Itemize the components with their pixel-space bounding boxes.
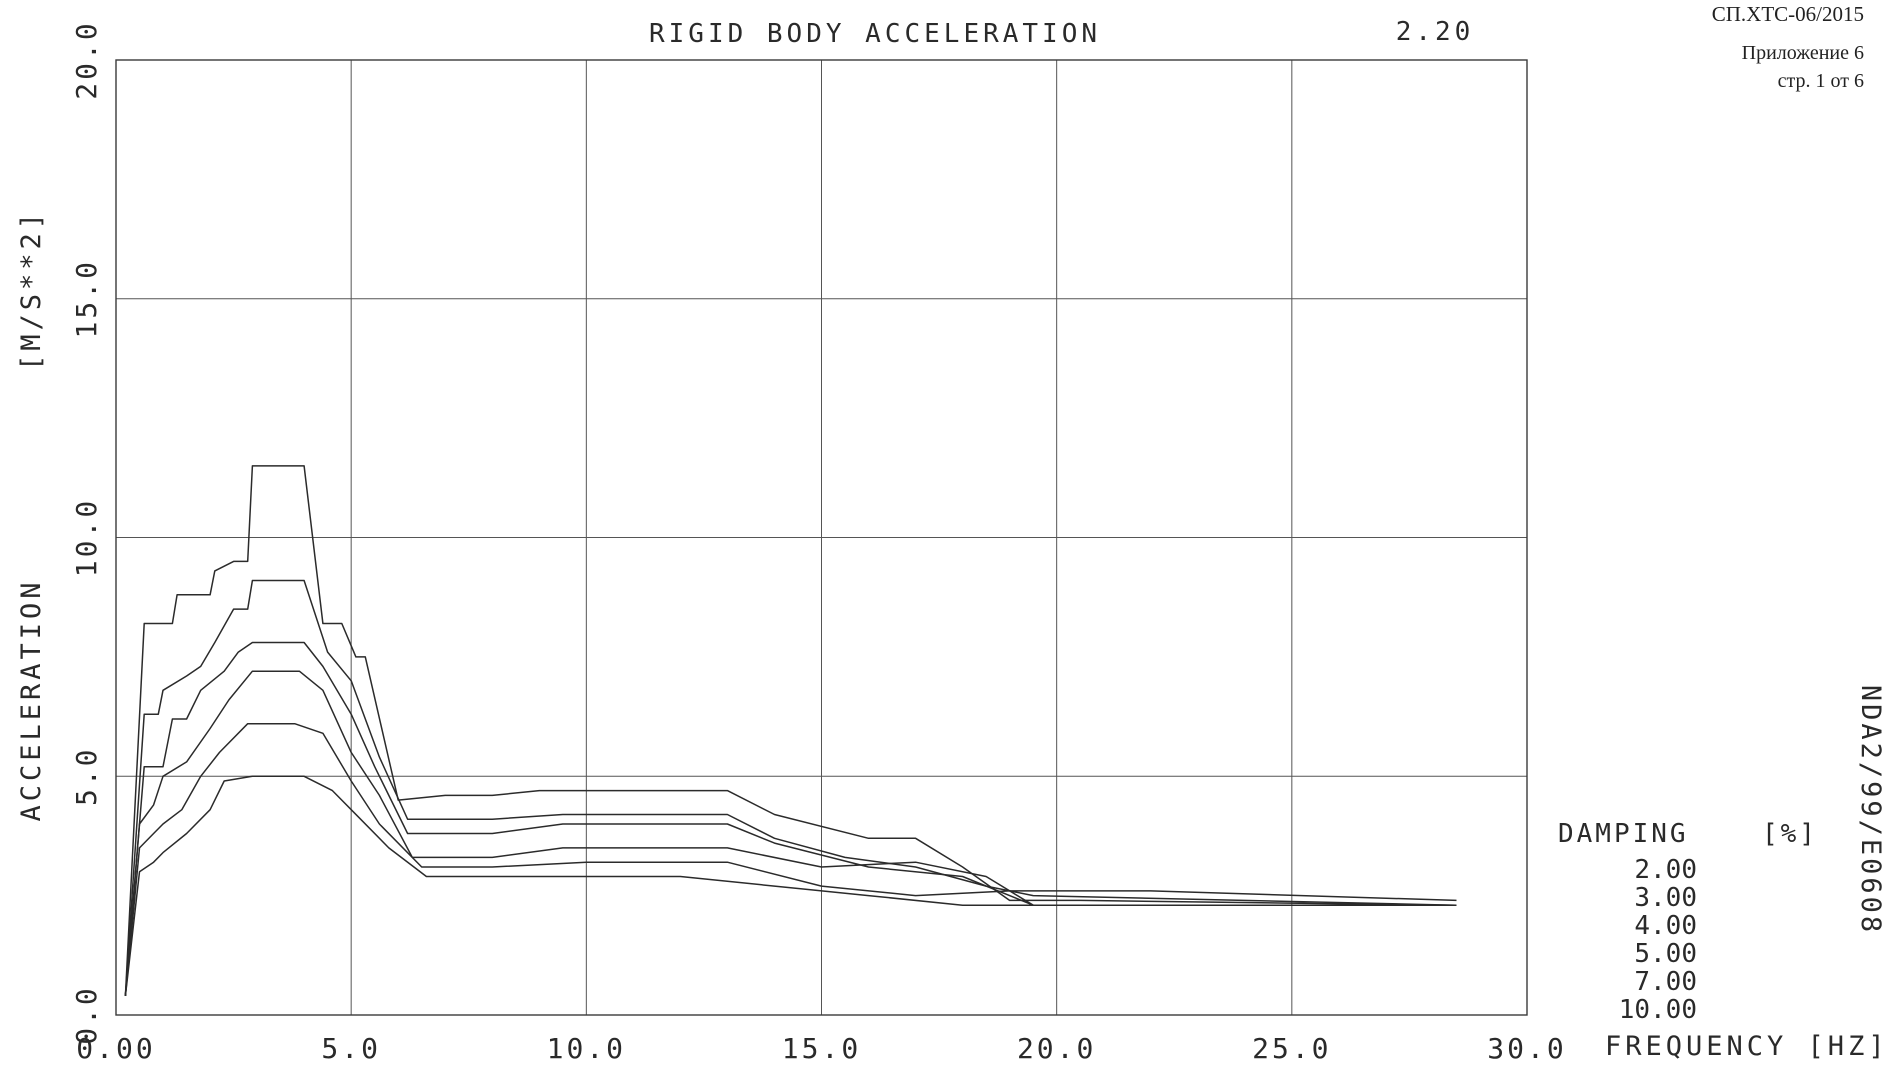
chart-title-value: 2.20 <box>1396 17 1475 47</box>
x-tick-label: 0.00 <box>76 1032 155 1065</box>
legend-entry: 5.00 <box>1634 939 1697 969</box>
y-tick-label: 20.0 <box>70 20 103 99</box>
grid <box>116 60 1527 1015</box>
x-tick-label: 25.0 <box>1252 1032 1331 1065</box>
series-line <box>124 465 1457 996</box>
x-tick-label: 20.0 <box>1017 1032 1096 1065</box>
document-code: СП.ХТС-06/2015 <box>1711 2 1864 26</box>
series-layer <box>124 465 1457 996</box>
y-axis-unit: [M/S**2] <box>16 209 47 371</box>
series-line <box>124 722 1457 996</box>
y-tick-label: 5.0 <box>70 746 103 806</box>
series-line <box>124 579 1457 996</box>
legend: DAMPING [%] 2.00 3.00 4.00 5.00 7.00 10.… <box>1558 819 1818 1025</box>
y-tick-label: 15.0 <box>70 259 103 338</box>
x-tick-label: 5.0 <box>321 1032 381 1065</box>
chart-title: RIGID BODY ACCELERATION <box>649 19 1101 49</box>
series-line <box>124 775 1457 996</box>
plot-frame <box>115 59 1528 1016</box>
x-tick-label: 10.0 <box>547 1032 626 1065</box>
x-tick-labels: 0.00 5.0 10.0 15.0 20.0 25.0 30.0 <box>76 1032 1566 1065</box>
legend-entry: 4.00 <box>1634 911 1697 941</box>
page-number: стр. 1 от 6 <box>1777 70 1864 92</box>
legend-entry: 3.00 <box>1634 883 1697 913</box>
y-tick-labels: 0.0 5.0 10.0 15.0 20.0 <box>70 20 103 1045</box>
y-tick-label: 10.0 <box>70 498 103 577</box>
legend-title: DAMPING <box>1558 819 1689 849</box>
side-document-id: NDA2/99/E0608 <box>1855 685 1886 935</box>
x-axis-label: FREQUENCY [HZ] <box>1605 1031 1889 1062</box>
series-line <box>124 670 1457 996</box>
appendix-label: Приложение 6 <box>1741 42 1864 64</box>
legend-unit: [%] <box>1762 819 1818 849</box>
y-axis-label: ACCELERATION <box>16 578 47 821</box>
legend-entry: 7.00 <box>1634 967 1697 997</box>
legend-entry: 10.00 <box>1619 995 1697 1025</box>
y-tick-label: 0.0 <box>70 985 103 1045</box>
series-line <box>124 641 1457 996</box>
legend-entry: 2.00 <box>1634 855 1697 885</box>
x-tick-label: 15.0 <box>782 1032 861 1065</box>
x-tick-label: 30.0 <box>1487 1032 1566 1065</box>
